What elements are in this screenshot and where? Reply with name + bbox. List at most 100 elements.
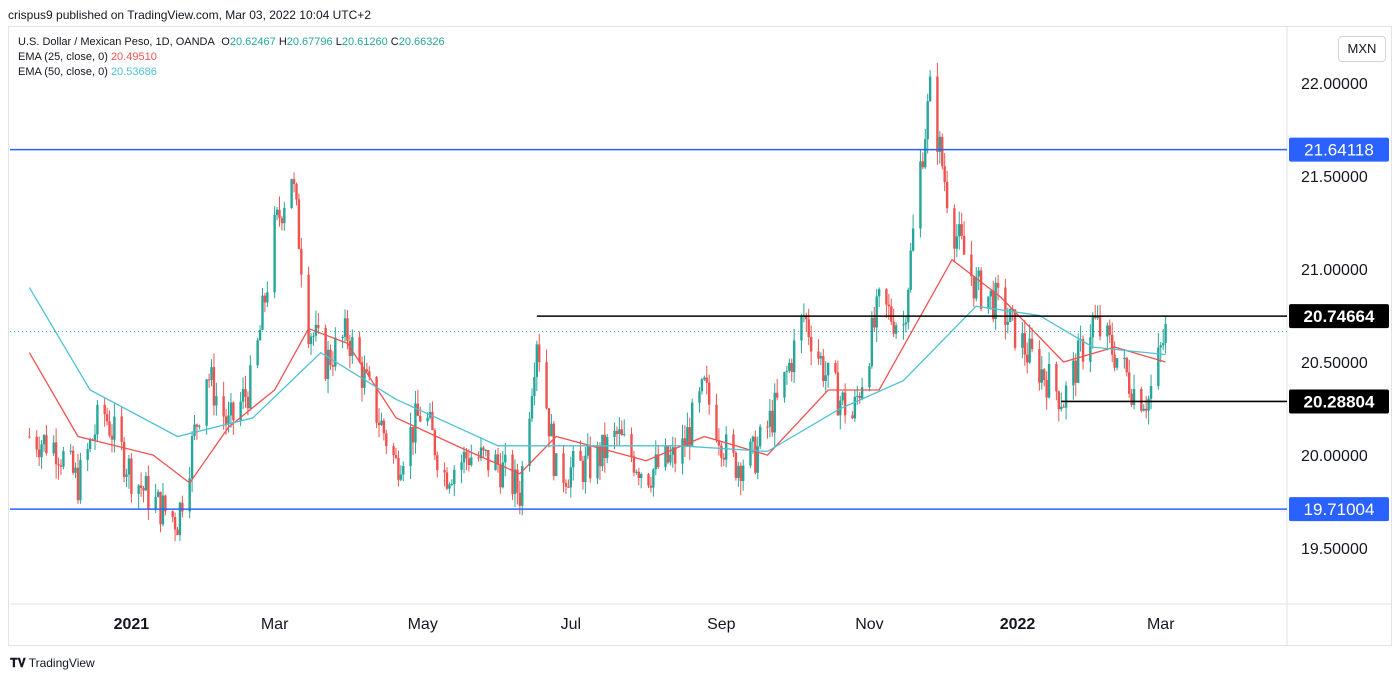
candle-body <box>331 364 335 367</box>
candle-body <box>698 391 701 403</box>
candle-body <box>586 446 590 456</box>
candle-body <box>788 362 791 371</box>
candle-body <box>521 466 524 506</box>
candle-body <box>241 388 245 402</box>
tradingview-logo-icon: 𝐓𝐕 <box>10 656 26 670</box>
legend-ema25-row[interactable]: EMA (25, close, 0) 20.49510 <box>18 50 445 65</box>
candle-body <box>720 445 723 458</box>
candle-body <box>193 424 196 437</box>
high-label: H <box>278 36 287 48</box>
candle-body <box>511 454 514 495</box>
candle-body <box>1006 321 1010 325</box>
chart-frame <box>8 26 1392 646</box>
candle-body <box>76 467 80 501</box>
candle-body <box>715 404 718 441</box>
currency-button[interactable]: MXN <box>1338 36 1386 62</box>
candle-body <box>108 421 111 436</box>
candle-body <box>35 436 38 450</box>
candle-body <box>975 276 978 299</box>
candle-body <box>1030 338 1034 349</box>
candle-body <box>851 415 854 419</box>
candle-body <box>122 441 126 477</box>
candle-body <box>484 449 488 451</box>
candle-body <box>244 388 247 397</box>
candle-body <box>919 161 922 229</box>
candle-body <box>57 464 60 466</box>
candle-body <box>224 416 228 425</box>
candle-body <box>273 215 276 293</box>
candle-body <box>1132 389 1136 405</box>
candle-body <box>1057 391 1060 410</box>
candle-body <box>1081 339 1085 362</box>
candle-body <box>246 396 250 409</box>
candle-body <box>210 367 213 381</box>
legend-symbol-row: U.S. Dollar / Mexican Peso, 1D, OANDA O2… <box>18 35 445 50</box>
open-label: O <box>221 36 230 48</box>
candle-body <box>819 356 823 359</box>
candle-body <box>562 453 565 484</box>
candle-body <box>504 454 507 463</box>
candle-body <box>647 474 650 486</box>
candle-body <box>987 296 990 309</box>
candle-body <box>1028 338 1031 363</box>
candle-body <box>649 485 653 488</box>
candle-body <box>292 179 296 185</box>
open-value: 20.62467 <box>229 36 276 48</box>
candle-body <box>1074 360 1077 383</box>
candle-body <box>703 377 706 380</box>
candle-body <box>120 416 123 442</box>
candle-body <box>734 452 738 478</box>
candle-body <box>1064 385 1068 408</box>
candle-body <box>885 289 888 305</box>
candle-body <box>669 454 672 463</box>
candle-body <box>103 404 106 415</box>
candle-body <box>1047 364 1051 398</box>
candle-body <box>1115 358 1119 368</box>
candle-body <box>853 396 857 419</box>
candle-body <box>768 410 772 427</box>
candle-body <box>705 377 708 383</box>
candle-body <box>351 337 354 357</box>
level-label: 20.28804 <box>1304 392 1375 411</box>
candle-body <box>1164 324 1167 344</box>
candle-body <box>448 484 451 489</box>
candle-body <box>1062 406 1065 408</box>
candle-body <box>902 324 905 326</box>
candle-body <box>249 365 252 409</box>
candle-body <box>533 377 536 397</box>
candle-body <box>666 446 670 463</box>
y-tick-label: 19.50000 <box>1301 541 1368 558</box>
candle-body <box>62 451 65 467</box>
candle-body <box>207 379 211 381</box>
candle-body <box>1013 309 1017 348</box>
candle-body <box>671 447 674 455</box>
candle-body <box>397 457 400 480</box>
x-tick-label: Mar <box>261 616 289 633</box>
legend-ema50-row[interactable]: EMA (50, close, 0) 20.53686 <box>18 65 445 80</box>
candle-body <box>190 436 194 479</box>
candle-body <box>324 327 327 379</box>
candle-body <box>482 447 485 451</box>
candle-body <box>654 454 657 470</box>
ema50-line <box>28 287 1166 453</box>
candle-body <box>266 292 269 303</box>
candle-body <box>181 502 184 512</box>
candle-body <box>800 316 803 341</box>
candle-body <box>516 469 519 493</box>
candle-body <box>431 411 434 431</box>
candle-body <box>664 446 667 468</box>
candle-body <box>494 454 497 471</box>
candle-body <box>290 179 293 208</box>
close-label: C <box>390 36 399 48</box>
candle-body <box>841 392 844 401</box>
candle-body <box>399 474 403 480</box>
candle-body <box>875 296 878 328</box>
candle-body <box>805 315 808 320</box>
candle-body <box>601 434 604 467</box>
candle-body <box>843 392 847 416</box>
candle-body <box>737 465 740 478</box>
candle-body <box>309 336 313 345</box>
candle-body <box>137 485 140 494</box>
level-label: 19.71004 <box>1304 500 1375 519</box>
